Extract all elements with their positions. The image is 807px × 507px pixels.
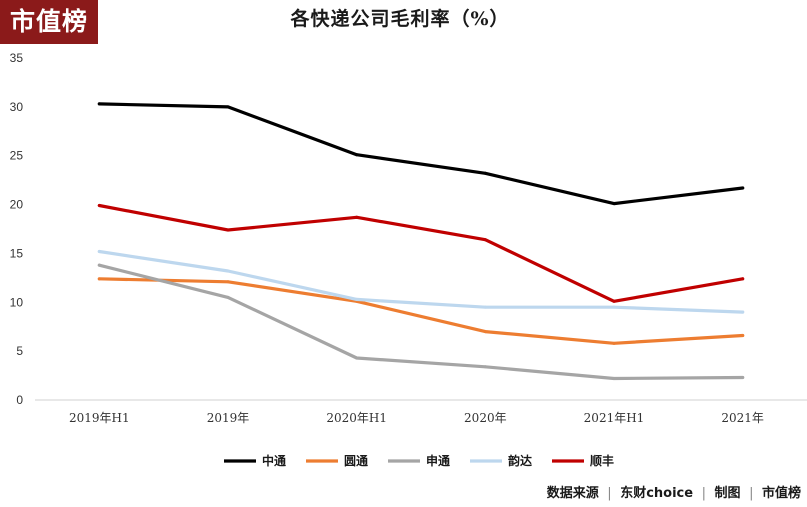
y-tick-label: 25 <box>10 149 24 163</box>
y-tick-label: 0 <box>16 393 23 407</box>
source-label: 数据来源 <box>546 486 599 501</box>
y-axis-ticks: 0 5 10 15 20 25 30 35 <box>10 51 24 407</box>
legend-label: 韵达 <box>508 453 532 468</box>
data-point <box>612 341 616 345</box>
legend-label: 申通 <box>426 453 450 468</box>
series-line-4 <box>97 203 745 303</box>
data-point <box>355 297 359 301</box>
data-point <box>612 299 616 303</box>
data-point <box>226 269 230 273</box>
data-point <box>97 277 101 281</box>
credit-value: 市值榜 <box>761 486 801 501</box>
source-footer: 数据来源 | 东财choice | 制图 | 市值榜 <box>547 482 801 501</box>
legend-label: 顺丰 <box>590 453 614 468</box>
footer-separator: | <box>607 486 612 501</box>
data-point <box>483 238 487 242</box>
footer-separator: | <box>701 486 706 501</box>
x-tick-label: 2021年H1 <box>584 411 645 425</box>
y-tick-label: 10 <box>10 295 24 309</box>
legend: 中通 圆通 申通 韵达 顺丰 <box>224 453 614 468</box>
data-point <box>483 171 487 175</box>
x-tick-label: 2020年H1 <box>326 411 387 425</box>
data-point <box>483 305 487 309</box>
chart-title: 各快递公司毛利率（%） <box>290 8 510 30</box>
data-point <box>483 330 487 334</box>
series-lines <box>97 102 745 381</box>
x-tick-label: 2019年 <box>207 411 250 425</box>
data-point <box>612 377 616 381</box>
data-point <box>741 334 745 338</box>
series-line-1 <box>97 277 745 345</box>
data-point <box>97 249 101 253</box>
footer-separator: | <box>749 486 754 501</box>
y-tick-label: 5 <box>16 344 23 358</box>
data-point <box>355 153 359 157</box>
x-tick-label: 2019年H1 <box>69 411 130 425</box>
legend-label: 中通 <box>262 453 286 468</box>
data-point <box>612 305 616 309</box>
series-line-3 <box>97 249 745 314</box>
data-point <box>355 215 359 219</box>
y-tick-label: 20 <box>10 198 24 212</box>
data-point <box>226 228 230 232</box>
data-point <box>226 105 230 109</box>
series-line-2 <box>97 263 745 381</box>
data-point <box>355 356 359 360</box>
data-point <box>612 202 616 206</box>
series-line-0 <box>97 102 745 206</box>
data-point <box>97 204 101 208</box>
brand-logo: 市值榜 <box>0 0 98 44</box>
source-value: 东财choice <box>620 486 694 501</box>
x-tick-label: 2020年 <box>464 411 507 425</box>
legend-label: 圆通 <box>344 453 368 468</box>
data-point <box>97 263 101 267</box>
y-tick-label: 15 <box>10 246 24 260</box>
data-point <box>483 365 487 369</box>
data-point <box>741 277 745 281</box>
x-tick-label: 2021年 <box>721 411 764 425</box>
credit-label: 制图 <box>714 486 741 501</box>
data-point <box>226 295 230 299</box>
data-point <box>741 310 745 314</box>
data-point <box>226 280 230 284</box>
x-axis-ticks: 2019年H1 2019年 2020年H1 2020年 2021年H1 2021年 <box>69 411 764 425</box>
data-point <box>741 186 745 190</box>
data-point <box>97 102 101 106</box>
data-point <box>741 376 745 380</box>
y-tick-label: 30 <box>10 100 24 114</box>
y-tick-label: 35 <box>10 51 24 65</box>
